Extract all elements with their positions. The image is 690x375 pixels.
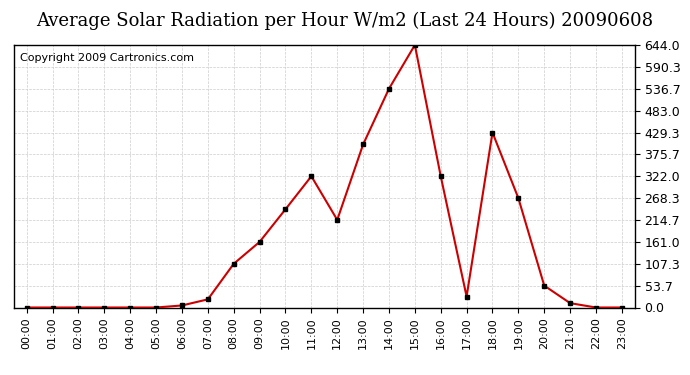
Text: Average Solar Radiation per Hour W/m2 (Last 24 Hours) 20090608: Average Solar Radiation per Hour W/m2 (L…	[37, 11, 653, 30]
Text: Copyright 2009 Cartronics.com: Copyright 2009 Cartronics.com	[20, 53, 194, 63]
